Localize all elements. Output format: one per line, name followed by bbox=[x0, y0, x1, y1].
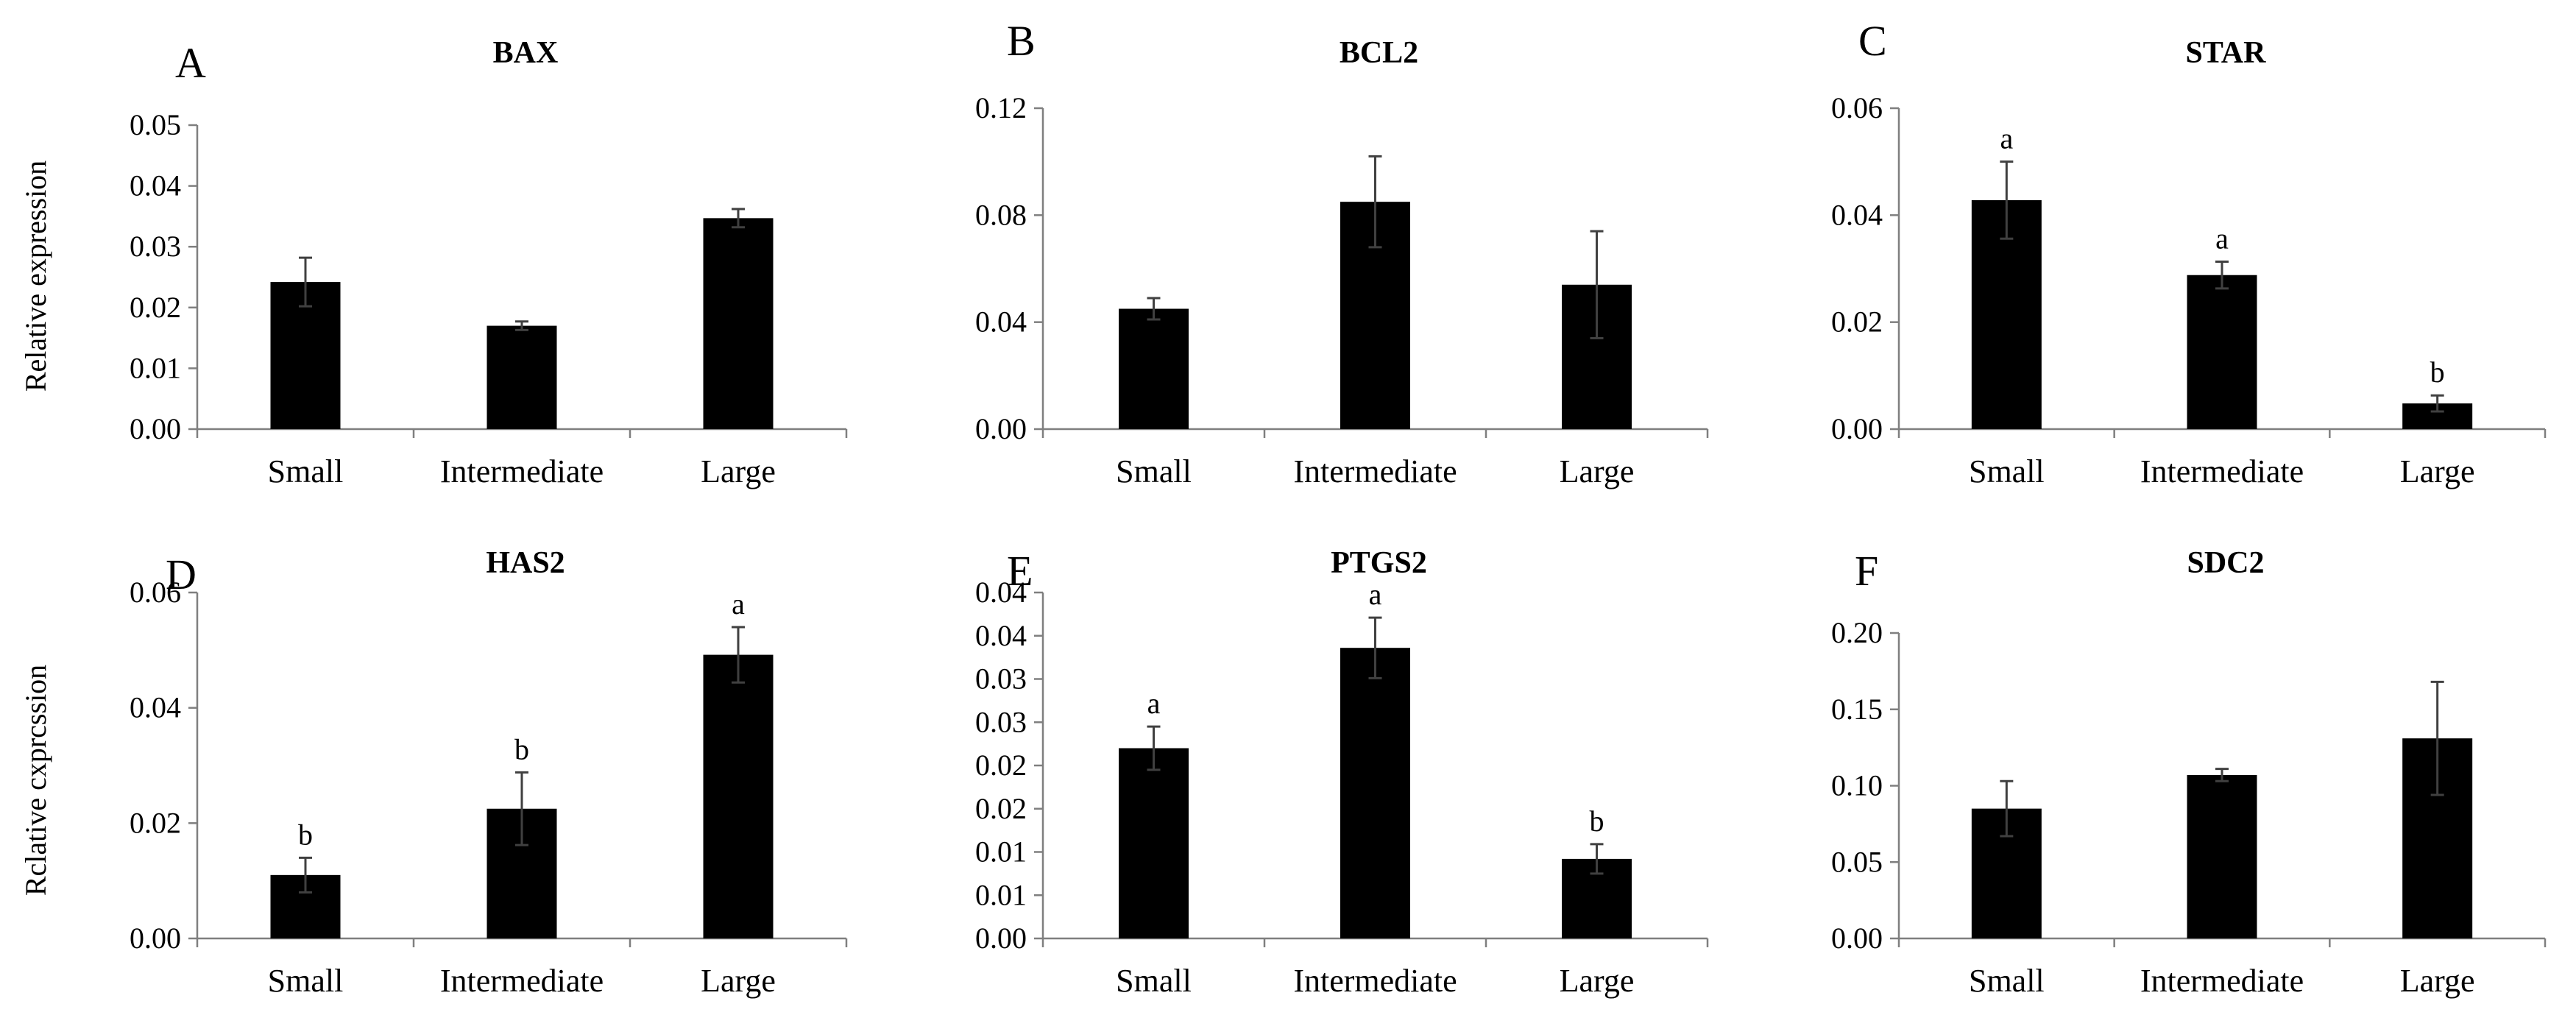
y-tick-label: 0.04 bbox=[975, 305, 1027, 339]
y-tick-label: 0.02 bbox=[975, 792, 1027, 825]
y-tick-label: 0.02 bbox=[975, 749, 1027, 782]
y-tick-label: 0.03 bbox=[975, 662, 1027, 696]
significance-letter: a bbox=[1369, 578, 1382, 611]
y-tick-label: 0.00 bbox=[975, 412, 1027, 445]
x-category-label: Large bbox=[701, 963, 776, 999]
y-tick-label: 0.01 bbox=[130, 351, 181, 384]
y-tick-label: 0.02 bbox=[130, 291, 181, 324]
x-category-label: Intermediate bbox=[440, 453, 604, 489]
y-tick-label: 0.04 bbox=[130, 169, 181, 202]
y-tick-label: 0.15 bbox=[1831, 693, 1883, 726]
panel-letter: D bbox=[166, 551, 197, 598]
chart-title: HAS2 bbox=[486, 546, 565, 580]
y-tick-label: 0.12 bbox=[975, 91, 1027, 124]
x-category-label: Large bbox=[1560, 453, 1635, 489]
chart-title: PTGS2 bbox=[1331, 546, 1427, 580]
bar-large bbox=[703, 654, 774, 938]
x-category-label: Intermediate bbox=[2140, 453, 2304, 489]
significance-letter: b bbox=[514, 732, 529, 765]
chart-panel-b: B BCL2 0.00 0.04 0.08 0.12 Small Intermediate La… bbox=[975, 17, 1709, 489]
bar-intermediate bbox=[2187, 275, 2257, 429]
y-tick-label: 0.02 bbox=[130, 806, 181, 839]
significance-letter: b bbox=[298, 818, 313, 851]
y-tick-label: 0.04 bbox=[130, 691, 181, 724]
x-category-label: Intermediate bbox=[2140, 963, 2304, 999]
y-tick-label: 0.00 bbox=[1831, 922, 1883, 955]
chart-panel-e: E PTGS2 0.00 0.01 0.01 0.02 0.02 0.03 0.03 0.04 0.… bbox=[975, 546, 1709, 999]
significance-letter: a bbox=[732, 587, 745, 620]
chart-panel-c: C STAR 0.00 0.02 0.04 0.06 a Small a Intermediate… bbox=[1831, 17, 2547, 489]
chart-title: BAX bbox=[493, 36, 559, 70]
x-category-label: Small bbox=[1116, 963, 1192, 999]
bar-intermediate bbox=[486, 325, 557, 429]
y-tick-label: 0.03 bbox=[130, 230, 181, 263]
chart-title: BCL2 bbox=[1340, 36, 1418, 70]
bar-small bbox=[1119, 308, 1189, 429]
significance-letter: a bbox=[2215, 222, 2229, 255]
y-tick-label: 0.04 bbox=[975, 619, 1027, 652]
chart-title: SDC2 bbox=[2187, 546, 2264, 580]
y-tick-label: 0.06 bbox=[1831, 91, 1883, 124]
y-tick-label: 0.20 bbox=[1831, 616, 1883, 649]
x-category-label: Large bbox=[2400, 453, 2475, 489]
significance-letter: b bbox=[2430, 356, 2445, 389]
x-category-label: Large bbox=[2400, 963, 2475, 999]
x-category-label: Intermediate bbox=[1293, 963, 1457, 999]
y-tick-label: 0.04 bbox=[975, 576, 1027, 609]
y-tick-label: 0.01 bbox=[975, 835, 1027, 869]
y-tick-label: 0.05 bbox=[130, 108, 181, 141]
y-tick-label: 0.00 bbox=[130, 412, 181, 445]
x-category-label: Small bbox=[1116, 453, 1192, 489]
y-tick-label: 0.04 bbox=[1831, 198, 1883, 231]
bar-intermediate bbox=[2187, 774, 2257, 938]
chart-panel-a: A BAX 0.00 0.01 0.02 0.03 0.04 0.05 Small Interme… bbox=[130, 36, 848, 489]
x-category-label: Small bbox=[268, 453, 344, 489]
y-tick-label: 0.10 bbox=[1831, 769, 1883, 802]
bar-intermediate bbox=[1340, 648, 1410, 938]
panel-letter: A bbox=[175, 39, 206, 87]
x-category-label: Large bbox=[1560, 963, 1635, 999]
chart-panels: A BAX 0.00 0.01 0.02 0.03 0.04 0.05 Small Interme… bbox=[130, 17, 2547, 999]
x-category-label: Small bbox=[268, 963, 344, 999]
chart-panel-f: F SDC2 0.00 0.05 0.10 0.15 0.20 Small Intermedia… bbox=[1831, 546, 2547, 999]
y-tick-label: 0.00 bbox=[1831, 412, 1883, 445]
significance-letter: a bbox=[2000, 122, 2013, 155]
panel-letter: B bbox=[1007, 17, 1036, 65]
panel-letter: F bbox=[1855, 547, 1878, 595]
x-category-label: Large bbox=[701, 453, 776, 489]
y-tick-label: 0.08 bbox=[975, 198, 1027, 231]
significance-letter: a bbox=[1147, 687, 1161, 720]
x-category-label: Intermediate bbox=[440, 963, 604, 999]
y-axis-label-top: Relative expression bbox=[19, 160, 52, 392]
bar-small bbox=[1119, 748, 1189, 938]
panel-letter: C bbox=[1858, 17, 1887, 65]
y-tick-label: 0.03 bbox=[975, 705, 1027, 738]
y-tick-label: 0.06 bbox=[130, 576, 181, 609]
bar-large bbox=[703, 218, 774, 429]
significance-letter: b bbox=[1590, 804, 1604, 838]
chart-panel-d: D HAS2 0.00 0.02 0.04 0.06 b Small b Intermediate… bbox=[130, 546, 848, 999]
y-axis-label-bottom: Rclative cxprcssion bbox=[19, 665, 52, 896]
y-tick-label: 0.00 bbox=[975, 922, 1027, 955]
y-tick-label: 0.01 bbox=[975, 878, 1027, 911]
x-category-label: Intermediate bbox=[1293, 453, 1457, 489]
y-tick-label: 0.00 bbox=[130, 922, 181, 955]
x-category-label: Small bbox=[1969, 963, 2045, 999]
chart-title: STAR bbox=[2186, 36, 2267, 70]
y-tick-label: 0.02 bbox=[1831, 305, 1883, 339]
panel-letter: E bbox=[1007, 547, 1033, 595]
y-tick-label: 0.05 bbox=[1831, 845, 1883, 878]
x-category-label: Small bbox=[1969, 453, 2045, 489]
